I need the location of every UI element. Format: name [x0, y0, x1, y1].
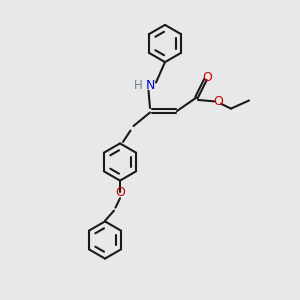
Text: O: O [202, 70, 212, 84]
Text: O: O [115, 186, 125, 200]
Text: N: N [145, 79, 155, 92]
Text: H: H [134, 79, 142, 92]
Text: O: O [213, 95, 223, 109]
